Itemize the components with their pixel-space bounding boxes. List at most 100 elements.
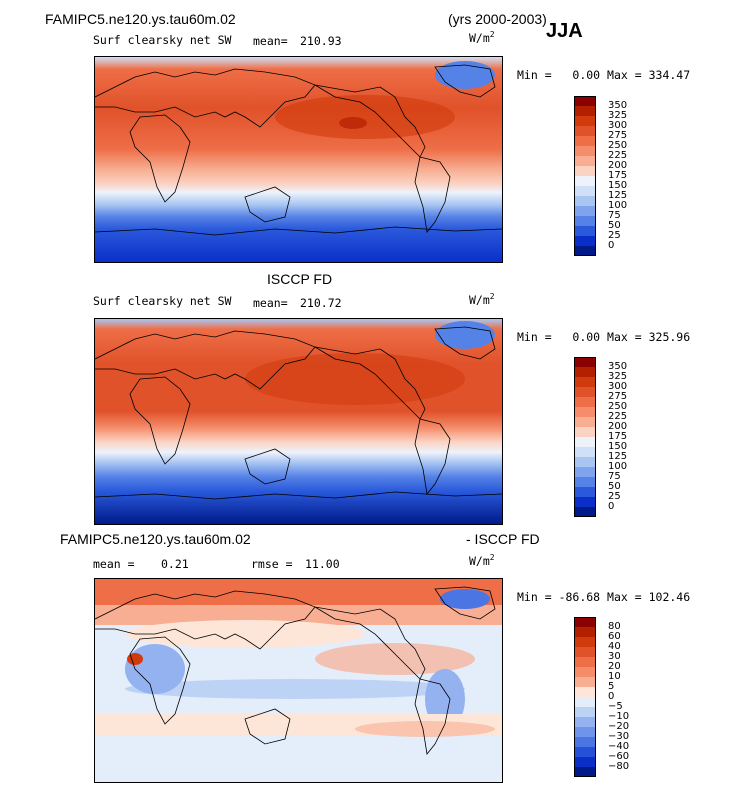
panel2-map bbox=[94, 318, 503, 525]
colorbar-tick-label: 75 bbox=[608, 210, 621, 221]
panel2-map-svg bbox=[95, 319, 502, 524]
colorbar-tick-label: −40 bbox=[608, 741, 630, 752]
colorbar-tick-label: 300 bbox=[608, 381, 628, 392]
panel2-units: W/m2 bbox=[469, 292, 495, 307]
colorbar-cell bbox=[574, 196, 596, 206]
colorbar-tick-label: 175 bbox=[608, 170, 628, 181]
panel3-mean-value: 0.21 bbox=[161, 557, 189, 571]
colorbar-tick-label: −80 bbox=[608, 761, 630, 772]
colorbar-cell bbox=[574, 697, 596, 707]
colorbar-cell bbox=[574, 126, 596, 136]
colorbar-cell bbox=[574, 447, 596, 457]
colorbar-cell bbox=[574, 146, 596, 156]
colorbar-tick-label: −30 bbox=[608, 731, 630, 742]
colorbar-cell bbox=[574, 497, 596, 507]
colorbar-cell bbox=[574, 106, 596, 116]
colorbar-cell bbox=[574, 507, 596, 517]
colorbar-cell bbox=[574, 647, 596, 657]
colorbar-cell bbox=[574, 377, 596, 387]
colorbar-cell bbox=[574, 166, 596, 176]
panel2-mean-label: mean= bbox=[253, 296, 288, 310]
panel3-rmse-label: rmse = bbox=[251, 557, 293, 571]
colorbar-cell bbox=[574, 457, 596, 467]
colorbar-cell bbox=[574, 216, 596, 226]
panel2-title: Surf clearsky net SW bbox=[93, 294, 232, 308]
panel3-units: W/m2 bbox=[469, 553, 495, 568]
panel1-map-svg bbox=[95, 57, 502, 262]
panel1-units: W/m2 bbox=[469, 30, 495, 45]
colorbar-tick-label: 60 bbox=[608, 631, 621, 642]
colorbar-cell bbox=[574, 136, 596, 146]
colorbar-cell bbox=[574, 387, 596, 397]
colorbar-cell bbox=[574, 687, 596, 697]
colorbar-cell bbox=[574, 417, 596, 427]
panel1-mean-value: 210.93 bbox=[300, 34, 342, 48]
colorbar-tick-label: 0 bbox=[608, 240, 615, 251]
colorbar-tick-label: 75 bbox=[608, 471, 621, 482]
colorbar-tick-label: 200 bbox=[608, 421, 628, 432]
colorbar-tick-label: 150 bbox=[608, 180, 628, 191]
colorbar-cell bbox=[574, 186, 596, 196]
colorbar-tick-label: 275 bbox=[608, 391, 628, 402]
colorbar-cell bbox=[574, 246, 596, 256]
colorbar-tick-label: 10 bbox=[608, 671, 621, 682]
panel2-section-title: ISCCP FD bbox=[267, 271, 333, 287]
colorbar-tick-label: 100 bbox=[608, 200, 628, 211]
colorbar-cell bbox=[574, 627, 596, 637]
panel1-map bbox=[94, 56, 503, 263]
colorbar-tick-label: 225 bbox=[608, 411, 628, 422]
colorbar-cell bbox=[574, 727, 596, 737]
colorbar-tick-label: 225 bbox=[608, 150, 628, 161]
colorbar-tick-label: 40 bbox=[608, 641, 621, 652]
colorbar-cell bbox=[574, 96, 596, 106]
colorbar-tick-label: 50 bbox=[608, 481, 621, 492]
colorbar-cell bbox=[574, 757, 596, 767]
panel1-colorbar bbox=[574, 96, 596, 256]
colorbar-cell bbox=[574, 367, 596, 377]
colorbar-cell bbox=[574, 437, 596, 447]
colorbar-cell bbox=[574, 226, 596, 236]
colorbar-cell bbox=[574, 767, 596, 777]
colorbar-cell bbox=[574, 637, 596, 647]
colorbar-cell bbox=[574, 747, 596, 757]
panel3-colorbar bbox=[574, 617, 596, 777]
colorbar-tick-label: −20 bbox=[608, 721, 630, 732]
colorbar-tick-label: 350 bbox=[608, 361, 628, 372]
colorbar-cell bbox=[574, 236, 596, 246]
colorbar-tick-label: 125 bbox=[608, 190, 628, 201]
colorbar-cell bbox=[574, 657, 596, 667]
colorbar-tick-label: −5 bbox=[608, 701, 623, 712]
colorbar-tick-label: 200 bbox=[608, 160, 628, 171]
colorbar-tick-label: 350 bbox=[608, 100, 628, 111]
panel1-title: Surf clearsky net SW bbox=[93, 33, 232, 47]
colorbar-tick-label: 300 bbox=[608, 120, 628, 131]
panel3-section-left: FAMIPC5.ne120.ys.tau60m.02 bbox=[60, 531, 251, 547]
colorbar-tick-label: 325 bbox=[608, 371, 628, 382]
colorbar-tick-label: 125 bbox=[608, 451, 628, 462]
colorbar-tick-label: 275 bbox=[608, 130, 628, 141]
colorbar-tick-label: 50 bbox=[608, 220, 621, 231]
panel2-mean-value: 210.72 bbox=[300, 296, 342, 310]
colorbar-cell bbox=[574, 617, 596, 627]
colorbar-cell bbox=[574, 407, 596, 417]
colorbar-cell bbox=[574, 487, 596, 497]
colorbar-tick-label: −60 bbox=[608, 751, 630, 762]
colorbar-tick-label: 25 bbox=[608, 230, 621, 241]
colorbar-tick-label: 25 bbox=[608, 491, 621, 502]
colorbar-cell bbox=[574, 737, 596, 747]
panel3-section-right: - ISCCP FD bbox=[466, 531, 540, 547]
panel2-colorbar bbox=[574, 357, 596, 517]
panel1-min-max: Min = 0.00 Max = 334.47 bbox=[517, 68, 691, 82]
colorbar-tick-label: 175 bbox=[608, 431, 628, 442]
panel3-min-max: Min = -86.68 Max = 102.46 bbox=[517, 590, 691, 604]
colorbar-cell bbox=[574, 116, 596, 126]
colorbar-cell bbox=[574, 427, 596, 437]
years-label: (yrs 2000-2003) bbox=[448, 11, 547, 27]
colorbar-cell bbox=[574, 156, 596, 166]
colorbar-tick-label: 0 bbox=[608, 501, 615, 512]
colorbar-tick-label: 30 bbox=[608, 651, 621, 662]
colorbar-cell bbox=[574, 467, 596, 477]
colorbar-tick-label: 5 bbox=[608, 681, 615, 692]
colorbar-cell bbox=[574, 206, 596, 216]
colorbar-cell bbox=[574, 397, 596, 407]
